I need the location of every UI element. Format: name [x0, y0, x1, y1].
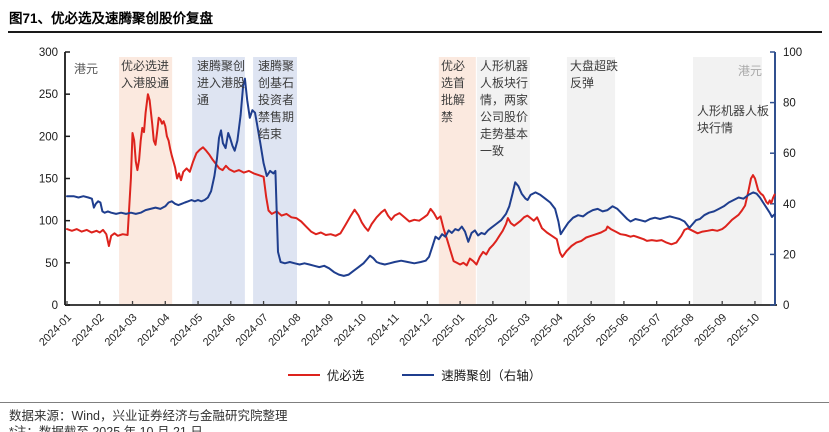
- y-tick-label-right: 0: [783, 300, 789, 312]
- y-tick-label-left: 150: [39, 174, 58, 186]
- data-note-text: *注：数据截至 2025 年 10 月 21 日: [9, 425, 203, 432]
- y-tick-label-left: 100: [39, 216, 58, 228]
- x-tick-label: 2024-03: [103, 312, 140, 349]
- x-tick-label: 2024-04: [135, 312, 172, 349]
- x-tick-label: 2024-01: [37, 312, 74, 349]
- legend-label-ubtech: 优必选: [326, 369, 365, 383]
- event-annotation-1: 速腾聚创进入港股通: [197, 59, 246, 107]
- x-tick-label: 2025-01: [430, 312, 467, 349]
- x-tick-label: 2025-05: [561, 312, 598, 349]
- figure-title: 图71、优必选及速腾聚创股价复盘: [9, 11, 214, 26]
- x-tick-label: 2025-06: [594, 312, 631, 349]
- event-band-1: [192, 57, 245, 304]
- x-tick-label: 2024-07: [234, 312, 271, 349]
- y-tick-label-right: 80: [783, 98, 796, 110]
- y-tick-label-right: 40: [783, 199, 796, 211]
- y-tick-label-left: 50: [45, 258, 58, 270]
- x-tick-label: 2025-03: [496, 312, 533, 349]
- robosense-line-swatch: [402, 373, 435, 376]
- event-band-4: [476, 57, 530, 304]
- left-axis-unit-label: 港元: [74, 62, 99, 76]
- event-band-0: [119, 57, 173, 304]
- y-tick-label-right: 100: [783, 47, 802, 59]
- x-tick-label: 2024-05: [168, 312, 205, 349]
- chart-legend: 优必选 速腾聚创（右轴）: [0, 365, 829, 384]
- right-axis-unit-label: 港元: [738, 64, 763, 78]
- event-annotation-3: 优必选首批解禁: [441, 59, 466, 124]
- y-tick-label-left: 200: [39, 131, 58, 143]
- event-band-5: [566, 57, 616, 304]
- x-tick-label: 2024-12: [397, 312, 434, 349]
- x-tick-label: 2025-09: [692, 312, 729, 349]
- x-tick-label: 2024-06: [201, 312, 238, 349]
- legend-item-robosense: 速腾聚创（右轴）: [402, 365, 541, 384]
- y-tick-label-right: 60: [783, 148, 796, 160]
- legend-item-ubtech: 优必选: [287, 365, 365, 384]
- footer-divider: [0, 402, 829, 403]
- x-tick-label: 2025-10: [725, 312, 762, 349]
- y-tick-label-left: 250: [39, 89, 58, 101]
- x-tick-label: 2024-10: [332, 312, 369, 349]
- event-annotation-6: 人形机器人板块行情: [697, 104, 770, 135]
- ubtech-line-swatch: [287, 373, 320, 376]
- ubtech-price-line: [66, 93, 776, 267]
- x-tick-label: 2024-02: [70, 312, 107, 349]
- y-tick-label-left: 0: [52, 300, 58, 312]
- x-tick-label: 2024-09: [299, 312, 336, 349]
- title-divider: [8, 31, 822, 33]
- x-tick-label: 2025-02: [463, 312, 500, 349]
- x-tick-label: 2024-11: [365, 312, 401, 348]
- event-annotation-2: 速腾聚创基石投资者禁售期结束: [258, 59, 295, 141]
- event-annotation-5: 大盘超跌反弹: [570, 59, 619, 90]
- x-tick-label: 2025-08: [660, 312, 697, 349]
- y-tick-label-right: 20: [783, 249, 796, 261]
- data-source-text: 数据来源：Wind，兴业证券经济与金融研究院整理: [9, 409, 288, 423]
- robosense-price-line: [66, 77, 776, 277]
- event-annotation-4: 人形机器人板块行情，两家公司股价走势基本一致: [480, 59, 529, 158]
- x-tick-label: 2025-07: [627, 312, 664, 349]
- event-annotation-0: 优必选进入港股通: [121, 59, 170, 90]
- x-tick-label: 2024-08: [266, 312, 303, 349]
- x-tick-label: 2025-04: [528, 312, 565, 349]
- y-tick-label-left: 300: [39, 47, 58, 59]
- legend-label-robosense: 速腾聚创（右轴）: [441, 369, 542, 383]
